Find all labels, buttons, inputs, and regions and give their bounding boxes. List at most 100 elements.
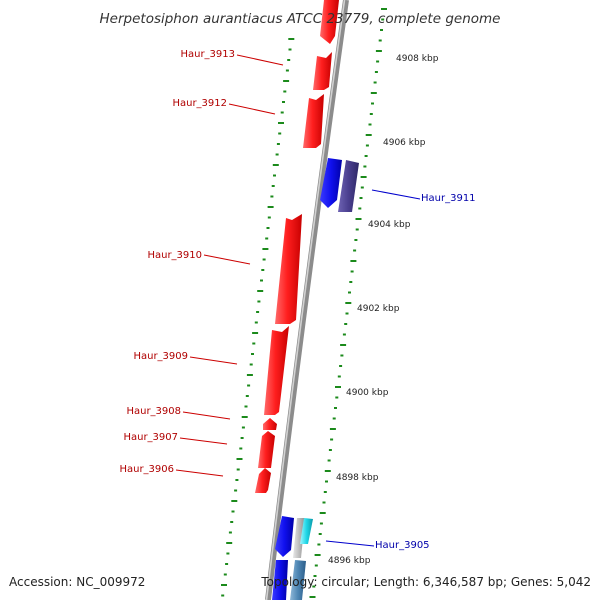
gene-haur-3909[interactable] [264,326,289,415]
gene-haur-3910[interactable] [275,214,302,324]
gene-blue-upper[interactable] [320,158,342,208]
outer-tick-mark [313,575,317,577]
inner-tick-ring [221,38,295,597]
outer-tick-mark [358,207,362,210]
label-haur-3908[interactable]: Haur_3908 [126,406,181,417]
outer-tick-mark [364,155,368,157]
gene-haur-3912[interactable] [303,94,324,148]
connector-haur-3912 [228,103,276,115]
outer-tick-mark [314,564,318,567]
inner-tick-mark [288,48,292,51]
connector-haur-3906 [175,469,224,477]
outer-tick-mark [381,8,387,10]
label-haur-3913[interactable]: Haur_3913 [180,49,235,60]
inner-tick-mark [287,59,291,61]
label-haur-3907[interactable]: Haur_3907 [123,432,178,443]
outer-tick-mark [334,407,337,409]
outer-tick-mark [335,386,341,388]
outer-tick-mark [342,333,346,336]
outer-tick-mark [349,281,353,283]
outer-tick-mark [363,165,367,168]
outer-tick-mark [318,533,322,535]
gene-steel-blue[interactable] [290,560,306,600]
gene-labels: Haur_3913 Haur_3912 Haur_3910 Haur_3909 … [119,49,475,551]
inner-tick-mark [280,111,284,114]
outer-tick-mark [337,375,341,378]
gene-haur-3906[interactable] [255,468,271,493]
outer-tick-mark [317,543,321,546]
inner-tick-mark [282,101,285,103]
outer-tick-mark [360,186,364,189]
inner-tick-mark [228,531,232,534]
outer-tick-mark [335,396,339,399]
inner-tick-mark [270,195,274,198]
inner-tick-mark [257,290,264,292]
gene-blue-lower[interactable] [272,560,288,600]
genome-backbone-highlight [265,0,346,600]
gene-haur-3911[interactable] [338,160,359,212]
label-haur-3910[interactable]: Haur_3910 [147,250,202,261]
outer-tick-mark [339,365,343,367]
gene-haur-3907[interactable] [258,431,275,468]
outer-tick-mark [345,312,349,315]
outer-tick-mark [376,60,380,63]
inner-tick-mark [241,426,245,429]
outer-tick-mark [340,354,344,357]
inner-tick-mark [226,542,233,544]
outer-tick-mark [365,134,372,136]
outer-tick-mark [375,50,382,52]
outer-tick-mark [344,323,348,325]
inner-tick-mark [240,437,244,439]
reverse-strand-genes [272,158,359,600]
label-haur-3912[interactable]: Haur_3912 [172,98,227,109]
gene-haur-3905[interactable] [275,516,294,557]
label-haur-3906[interactable]: Haur_3906 [119,464,174,475]
label-haur-3911[interactable]: Haur_3911 [421,193,476,204]
inner-tick-mark [246,374,253,376]
inner-tick-mark [260,279,263,282]
connector-haur-3913 [236,54,284,66]
inner-tick-mark [221,584,227,586]
outer-tick-mark [323,491,327,493]
connector-haur-3909 [189,356,238,365]
inner-tick-mark [278,132,282,135]
inner-tick-mark [239,447,243,450]
inner-tick-mark [256,311,260,313]
connector-haur-3907 [179,437,228,445]
outer-tick-mark [345,302,352,304]
inner-tick-mark [257,300,261,303]
gene-haur-3908[interactable] [263,418,277,430]
forward-strand-genes [255,0,339,493]
accession-text: Accession: NC_009972 [9,575,145,589]
inner-tick-mark [245,395,249,397]
inner-tick-mark [236,458,243,460]
outer-tick-mark [365,144,369,147]
inner-tick-mark [236,468,240,471]
outer-tick-mark [381,18,385,21]
label-haur-3909[interactable]: Haur_3909 [133,351,188,362]
outer-tick-mark [329,428,336,430]
outer-tick-mark [360,176,367,178]
inner-tick-mark [252,332,259,334]
genome-stats-text: Topology: circular; Length: 6,346,587 bp… [260,575,591,589]
outer-tick-mark [368,123,372,126]
scale-label-4908: 4908 kbp [396,54,439,64]
scale-label-4898: 4898 kbp [336,473,379,483]
inner-tick-mark [231,500,238,502]
inner-tick-mark [225,563,229,565]
inner-tick-mark [267,216,271,219]
outer-tick-mark [378,39,382,42]
gene-haur-3913[interactable] [313,52,332,90]
gene-cyan[interactable] [300,518,313,544]
outer-tick-mark [371,102,374,105]
label-haur-3905[interactable]: Haur_3905 [375,540,430,551]
outer-tick-mark [340,344,347,346]
inner-tick-mark [235,479,239,481]
gene-grey[interactable] [293,518,305,558]
inner-tick-mark [273,174,276,177]
gene-haur-3914[interactable] [320,0,339,44]
inner-tick-mark [234,489,238,492]
outer-tick-mark [380,29,383,31]
inner-tick-mark [221,594,225,597]
